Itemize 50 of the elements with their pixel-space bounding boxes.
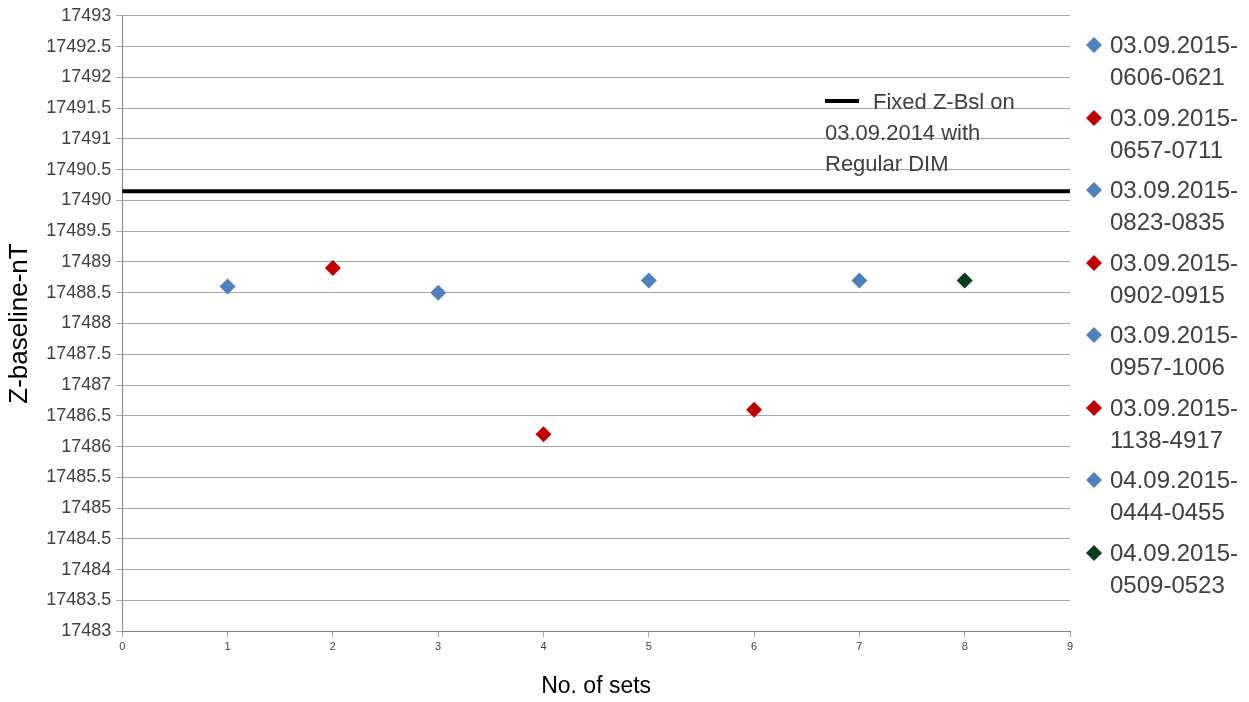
y-tick-label: 17486.5: [46, 404, 112, 425]
x-tick-label: 0: [119, 639, 126, 652]
y-tick-label: 17487: [61, 374, 112, 395]
x-tick-label: 8: [961, 639, 968, 652]
y-tick-label: 17483.5: [46, 589, 112, 610]
y-tick-label: 17485: [61, 497, 112, 518]
point: [851, 272, 868, 289]
y-tick-label: 17490: [61, 189, 112, 210]
x-tick-label: 6: [751, 639, 758, 652]
y-tick-label: 17486: [61, 435, 112, 456]
x-tick-label: 5: [645, 639, 652, 652]
y-tick-label: 17488.5: [46, 281, 112, 302]
y-tick-label: 17491.5: [46, 97, 112, 118]
legend-label: 03.09.2015-0657-0711: [1110, 102, 1240, 165]
y-tick-label: 17489: [61, 250, 112, 271]
x-tick-label: 7: [856, 639, 863, 652]
legend-label: 03.09.2015-0823-0835: [1110, 175, 1240, 237]
point: [640, 272, 657, 289]
y-tick-label: 17485.5: [46, 466, 112, 487]
y-tick-label: 17491: [61, 127, 112, 148]
y-tick-label: 17487.5: [46, 343, 112, 364]
legend-label: Fixed Z-Bsl on 03.09.2014 with Regular DIM: [825, 88, 1016, 179]
legend-label: 03.09.2015-0902-0915: [1110, 247, 1240, 310]
x-axis-title: No. of sets: [541, 671, 652, 698]
legend-label: 03.09.2015-0957-1006: [1110, 320, 1240, 382]
point: [324, 260, 341, 277]
x-tick-label: 2: [329, 639, 336, 652]
y-tick-label: 17492: [61, 66, 112, 87]
y-tick-label: 17484: [61, 558, 112, 579]
legend-label: 04.09.2015-0444-0455: [1110, 465, 1240, 527]
y-tick-label: 17484.5: [46, 527, 112, 548]
point: [430, 284, 447, 301]
point: [956, 272, 973, 289]
x-tick-label: 4: [540, 639, 547, 652]
point: [219, 278, 236, 295]
x-tick-label: 3: [435, 639, 442, 652]
y-axis-title: Z-baseline-nT: [2, 243, 33, 404]
x-tick-label: 1: [224, 639, 231, 652]
y-tick-label: 17488: [61, 312, 112, 333]
y-tick-label: 17489.5: [46, 220, 112, 241]
legend-label: 03.09.2015-0606-0621: [1110, 30, 1240, 92]
y-tick-label: 17493: [61, 4, 112, 25]
point: [746, 401, 763, 418]
x-tick-label: 9: [1066, 639, 1074, 652]
legend-label: 04.09.2015-0509-0523: [1110, 537, 1240, 600]
y-tick-label: 17490.5: [46, 158, 112, 179]
point: [535, 426, 552, 443]
legend-label: 03.09.2015-1138-4917: [1110, 392, 1240, 455]
y-tick-label: 17492.5: [46, 35, 112, 56]
y-tick-label: 17483: [61, 620, 112, 641]
